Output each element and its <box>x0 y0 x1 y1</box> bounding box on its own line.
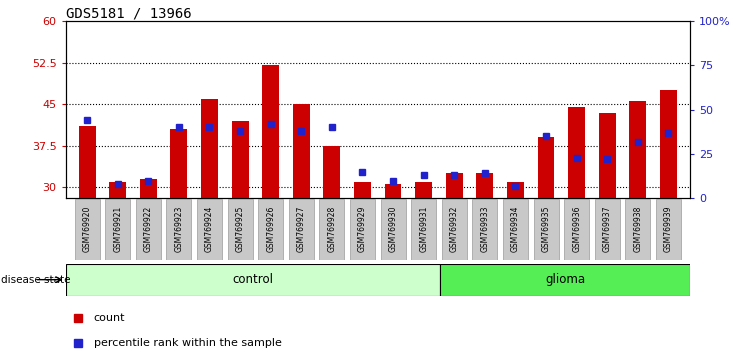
Bar <box>293 104 310 198</box>
Text: control: control <box>232 273 274 286</box>
Text: GSM769938: GSM769938 <box>634 206 642 252</box>
Text: GSM769923: GSM769923 <box>174 206 183 252</box>
Text: disease state: disease state <box>1 275 71 285</box>
Text: glioma: glioma <box>545 273 585 286</box>
Text: count: count <box>93 313 126 323</box>
Text: GDS5181 / 13966: GDS5181 / 13966 <box>66 6 191 20</box>
FancyBboxPatch shape <box>626 199 650 259</box>
Text: GSM769930: GSM769930 <box>388 206 398 252</box>
Bar <box>79 126 96 198</box>
FancyBboxPatch shape <box>166 199 191 259</box>
FancyBboxPatch shape <box>411 199 437 259</box>
FancyBboxPatch shape <box>258 199 283 259</box>
Bar <box>201 99 218 198</box>
Bar <box>629 102 646 198</box>
Bar <box>568 107 585 198</box>
FancyBboxPatch shape <box>74 199 100 259</box>
Text: GSM769920: GSM769920 <box>82 206 92 252</box>
Bar <box>477 173 493 198</box>
Bar <box>262 65 279 198</box>
FancyBboxPatch shape <box>197 199 222 259</box>
Bar <box>354 182 371 198</box>
Text: GSM769933: GSM769933 <box>480 206 489 252</box>
FancyBboxPatch shape <box>289 199 314 259</box>
Text: GSM769929: GSM769929 <box>358 206 367 252</box>
FancyBboxPatch shape <box>350 199 375 259</box>
Bar <box>385 184 402 198</box>
Bar <box>171 129 188 198</box>
Bar <box>537 137 555 198</box>
Text: GSM769926: GSM769926 <box>266 206 275 252</box>
Bar <box>323 146 340 198</box>
Text: GSM769937: GSM769937 <box>603 206 612 252</box>
Text: percentile rank within the sample: percentile rank within the sample <box>93 338 282 348</box>
Bar <box>660 90 677 198</box>
FancyBboxPatch shape <box>105 199 130 259</box>
FancyBboxPatch shape <box>564 199 589 259</box>
FancyBboxPatch shape <box>66 264 440 296</box>
Text: GSM769928: GSM769928 <box>327 206 337 252</box>
Text: GSM769939: GSM769939 <box>664 206 673 252</box>
Text: GSM769932: GSM769932 <box>450 206 458 252</box>
FancyBboxPatch shape <box>595 199 620 259</box>
Text: GSM769924: GSM769924 <box>205 206 214 252</box>
Bar <box>446 173 463 198</box>
Text: GSM769922: GSM769922 <box>144 206 153 252</box>
FancyBboxPatch shape <box>534 199 558 259</box>
Bar <box>599 113 615 198</box>
Bar <box>110 182 126 198</box>
FancyBboxPatch shape <box>228 199 253 259</box>
Text: GSM769921: GSM769921 <box>113 206 122 252</box>
Bar <box>507 182 524 198</box>
FancyBboxPatch shape <box>472 199 497 259</box>
FancyBboxPatch shape <box>440 264 690 296</box>
Bar <box>140 179 157 198</box>
FancyBboxPatch shape <box>442 199 466 259</box>
FancyBboxPatch shape <box>503 199 528 259</box>
Text: GSM769931: GSM769931 <box>419 206 429 252</box>
Bar <box>231 121 248 198</box>
Text: GSM769934: GSM769934 <box>511 206 520 252</box>
Text: GSM769935: GSM769935 <box>542 206 550 252</box>
Bar <box>415 182 432 198</box>
FancyBboxPatch shape <box>380 199 406 259</box>
FancyBboxPatch shape <box>319 199 345 259</box>
Text: GSM769927: GSM769927 <box>297 206 306 252</box>
Text: GSM769925: GSM769925 <box>236 206 245 252</box>
Text: GSM769936: GSM769936 <box>572 206 581 252</box>
FancyBboxPatch shape <box>136 199 161 259</box>
FancyBboxPatch shape <box>656 199 681 259</box>
